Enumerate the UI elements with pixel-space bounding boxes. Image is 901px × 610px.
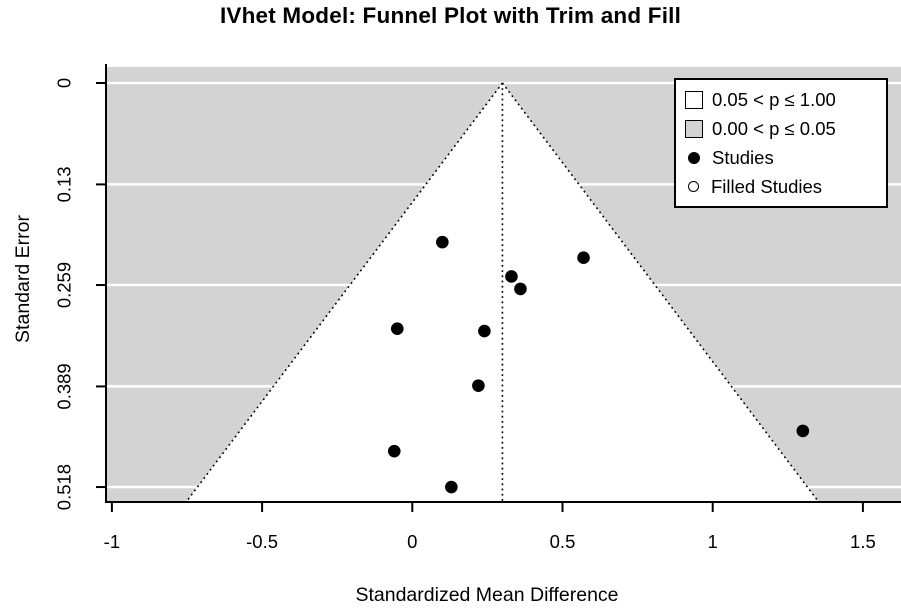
x-tick-label: 0 [407,531,417,552]
white-square-swatch-icon [685,90,703,109]
chart-title: IVhet Model: Funnel Plot with Trim and F… [219,3,682,28]
x-tick-label: 1 [708,531,718,552]
study-point [436,235,449,249]
funnel-right-boundary-line [501,82,820,503]
x-axis-title: Standardized Mean Difference [355,584,618,606]
y-tick-label: 0.389 [54,363,75,409]
study-point [390,322,404,336]
study-point [505,270,518,283]
y-tick-label: 0.13 [54,166,75,202]
legend-item-significant: 0.00 < p ≤ 0.05 [685,115,882,143]
legend-item-filled-studies: Filled Studies [685,173,882,201]
x-tick-label: 1.5 [850,531,876,552]
y-tick-label: 0.259 [54,262,75,308]
open-circle-icon [688,181,699,192]
y-tick-label: 0.518 [54,464,75,510]
x-tick-label: -1 [104,531,120,552]
study-point [445,480,458,494]
funnel-left-boundary-line [185,82,504,503]
gray-square-swatch-icon [685,119,703,138]
legend-label: 0.05 < p ≤ 1.00 [712,88,836,110]
study-point [577,251,590,265]
filled-circle-icon [688,151,700,164]
legend-label: Studies [712,146,774,168]
study-point [514,282,527,296]
x-tick-label: -0.5 [246,531,278,552]
plot-legend: 0.05 < p ≤ 1.00 0.00 < p ≤ 0.05 Studies … [674,78,888,208]
legend-label: Filled Studies [711,175,823,197]
study-point [796,424,810,438]
legend-item-studies: Studies [685,144,882,172]
y-tick-label: 0 [54,78,75,88]
study-point [478,324,491,338]
y-axis-title: Standard Error [12,215,34,343]
study-point [387,444,401,458]
legend-label: 0.00 < p ≤ 0.05 [712,117,836,139]
study-point [472,379,485,392]
x-tick-label: 0.5 [550,531,576,552]
legend-item-nonsignificant: 0.05 < p ≤ 1.00 [685,86,882,114]
